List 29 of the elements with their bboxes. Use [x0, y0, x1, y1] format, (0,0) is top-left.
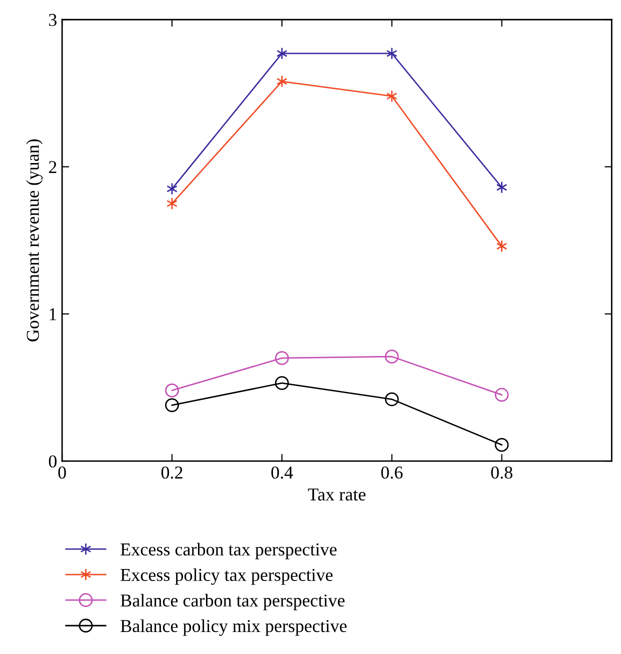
legend-label: Excess policy tax perspective [120, 568, 333, 585]
x-tick-label: 0.8 [491, 466, 512, 479]
point [494, 388, 509, 402]
point [276, 75, 288, 88]
y-tick-label: 0 [48, 455, 57, 468]
point [276, 47, 288, 60]
x-axis-title: Tax rate [308, 488, 366, 501]
legend-label: Excess carbon tax perspective [120, 542, 337, 560]
y-tick-label: 2 [49, 161, 56, 174]
x-tick-label: 0 [58, 466, 66, 479]
point [386, 47, 398, 60]
y-tick-label: 1 [50, 308, 56, 320]
x-tick-label: 0.2 [161, 466, 182, 479]
point [165, 398, 179, 412]
point [165, 383, 179, 398]
x-tick-label: 0.4 [271, 466, 293, 479]
point [384, 392, 399, 406]
point [386, 90, 398, 102]
y-tick-label: 3 [49, 14, 57, 26]
point [496, 240, 508, 252]
point [494, 438, 509, 452]
legend-label: Balance policy mix perspective [120, 619, 347, 636]
legend-label: Balance carbon tax perspective [120, 594, 345, 610]
x-tick-label: 0.6 [381, 466, 403, 479]
point [274, 351, 289, 366]
point [496, 181, 508, 194]
point [384, 350, 399, 364]
point [274, 376, 289, 390]
y-axis-title: Government revenue (yuan) [26, 139, 43, 342]
